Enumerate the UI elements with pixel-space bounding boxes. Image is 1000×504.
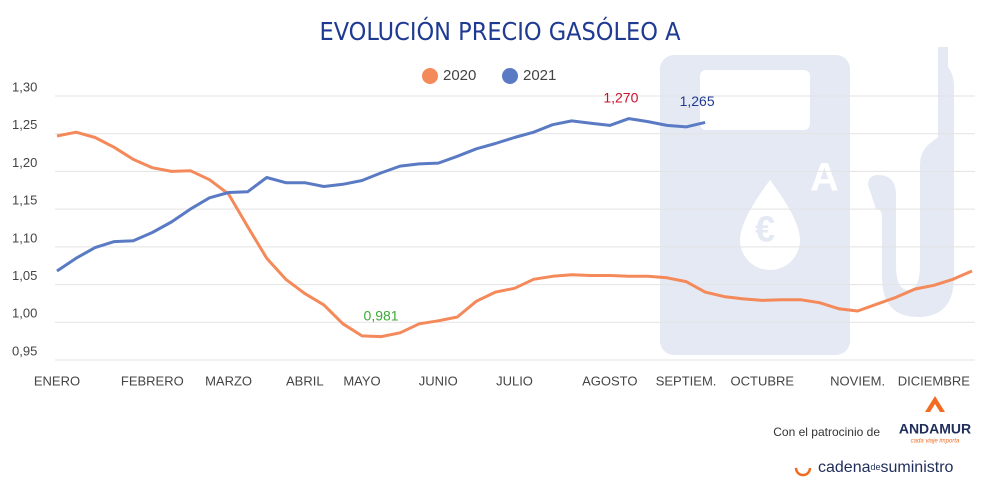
data-label: 0,981	[364, 307, 399, 323]
x-tick-label: OCTUBRE	[731, 373, 795, 388]
series-line	[56, 117, 706, 273]
y-tick-label: 0,95	[12, 343, 37, 358]
brand-icon	[925, 396, 945, 412]
y-tick-label: 1,20	[12, 155, 37, 170]
x-tick-label: JUNIO	[419, 373, 458, 388]
y-tick-label: 1,15	[12, 193, 37, 208]
watermark-letter: A	[810, 156, 839, 200]
logo2-word: cadena	[818, 459, 871, 476]
series-line	[56, 130, 973, 339]
x-tick-label: ABRIL	[286, 373, 324, 388]
logo2-word: suministro	[881, 459, 954, 476]
legend-label: 2020	[443, 67, 476, 84]
data-label: 1,265	[680, 93, 715, 109]
y-tick-label: 1,05	[12, 268, 37, 283]
x-tick-label: NOVIEM.	[830, 373, 885, 388]
sponsor-text: Con el patrocinio de	[773, 425, 880, 439]
x-tick-label: AGOSTO	[582, 373, 637, 388]
logo2-text: cadenadesuministro	[818, 459, 954, 476]
logo2-icon	[794, 459, 812, 477]
legend-label: 2021	[523, 67, 556, 84]
brand-slogan: cada viaje importa	[911, 439, 960, 445]
x-tick-label: SEPTIEM.	[656, 373, 717, 388]
chart-title: EVOLUCIÓN PRECIO GASÓLEO A	[320, 16, 682, 46]
data-label: 1,270	[603, 89, 638, 105]
y-tick-label: 1,00	[12, 306, 37, 321]
brand-name: ANDAMUR	[899, 421, 971, 437]
watermark-euro: €	[755, 209, 775, 250]
x-tick-label: ENERO	[34, 373, 80, 388]
x-tick-label: FEBRERO	[121, 373, 184, 388]
y-tick-label: 1,30	[12, 79, 37, 94]
legend-marker	[502, 68, 518, 84]
x-tick-label: MARZO	[205, 373, 252, 388]
x-tick-label: MAYO	[343, 373, 380, 388]
y-tick-label: 1,25	[12, 117, 37, 132]
logo2-word: de	[871, 462, 881, 472]
y-tick-label: 1,10	[12, 230, 37, 245]
legend-marker	[422, 68, 438, 84]
x-tick-label: DICIEMBRE	[898, 373, 971, 388]
x-tick-label: JULIO	[496, 373, 533, 388]
watermark-pump: A €	[660, 47, 954, 355]
